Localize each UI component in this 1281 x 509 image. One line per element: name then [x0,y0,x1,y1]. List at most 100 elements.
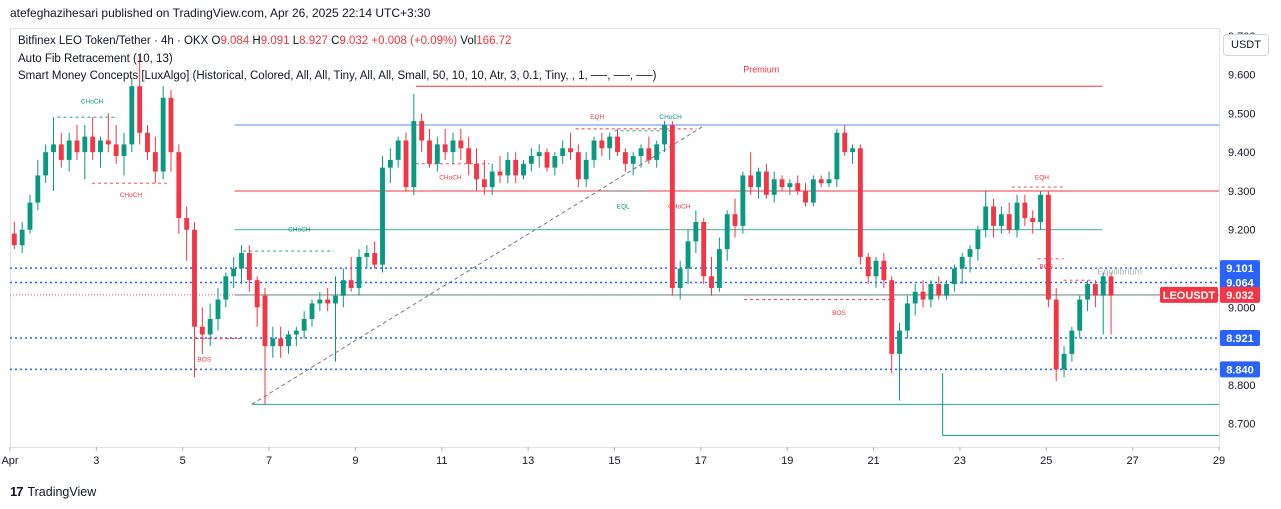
candle-body [27,202,33,230]
candle-body [748,175,754,188]
candle-body [568,148,573,153]
candle-body [223,276,229,300]
indicator-smc[interactable]: Smart Money Concepts [LuxAlgo] (Historic… [18,70,657,82]
price-tag-label: 8.921 [1226,333,1254,345]
candle-body [168,97,174,153]
price-tag-label: 9.064 [1226,278,1254,290]
currency-button[interactable]: USDT [1223,34,1269,56]
candle-body [497,171,503,176]
candle-body [575,152,581,180]
price-tag-label: 9.101 [1226,263,1254,275]
candle-body [278,338,284,347]
candle-body [599,140,605,149]
candle-body [513,159,519,176]
price-chart[interactable]: Premium Equilibrium CHoCH CHoCH BOS CHoCH CHoC… [0,0,1281,470]
fib-trend-line [251,124,706,405]
candle-body [489,171,495,188]
candle-body [192,229,197,327]
candle-body [121,144,127,157]
x-tick-label: 13 [522,455,534,467]
candle-body [615,136,620,153]
candle-body [701,221,707,277]
smc-label: BOS [197,357,211,364]
candle-body [803,190,808,203]
candle-body [795,183,801,191]
candle-body [873,260,879,277]
symbol-name[interactable]: Bitfinex LEO Token/Tether · 4h · OKX [18,35,209,47]
brand-name: TradingView [27,484,97,499]
candle-body [865,256,871,277]
candle-body [325,299,331,304]
x-tick-label: 11 [436,455,447,467]
candle-body [936,284,942,296]
candle-body [834,132,840,180]
candle-body [771,179,777,195]
symbol-legend[interactable]: Bitfinex LEO Token/Tether · 4h · OKX O9.… [18,35,511,47]
high-label: H [252,35,261,47]
candle-body [732,214,738,226]
candle-body [246,253,252,281]
candle-body [301,318,307,331]
candle-body [677,268,683,288]
candle-body [654,144,660,160]
indicator-fib[interactable]: Auto Fib Retracement (10, 13) [18,53,173,65]
candle-body [842,132,848,153]
candle-body [474,163,479,180]
y-tick-label: 8.800 [1228,380,1256,392]
smc-label: BOS [1039,264,1053,271]
candle-body [309,303,315,319]
x-tick-label: 5 [180,455,186,467]
candle-body [419,121,425,141]
open-value: 9.084 [220,35,250,47]
candle-body [145,132,150,153]
candle-body [716,249,722,288]
change-value: +0.008 (+0.09%) [371,35,458,47]
candle-body [160,97,166,172]
candle-body [152,152,158,172]
candle-body [35,175,41,203]
x-tick-label: 15 [608,455,620,467]
candle-body [1014,202,1020,230]
candle-body [442,144,448,153]
footer-brand[interactable]: 17 TradingView [10,484,96,499]
candle-body [662,124,667,145]
candle-body [82,136,88,153]
x-tick-label: 17 [695,455,707,467]
candle-body [1069,330,1075,354]
candle-body [607,136,613,149]
x-tick-label: 7 [266,455,272,467]
candle-body [176,152,182,219]
candle-body [231,268,237,277]
candle-body [348,280,354,288]
candle-body [544,152,550,168]
candle-body [137,86,143,133]
open-label: O [211,35,221,47]
candle-body [505,159,511,176]
candle-body [1022,202,1028,219]
candle-body [693,221,699,242]
candle-body [944,284,949,296]
x-tick-label: 23 [954,455,966,467]
candle-body [897,330,902,354]
candle-body [380,167,385,265]
smc-label: CHoCH [81,99,104,106]
candle-body [591,140,597,160]
candle-body [466,148,472,164]
volume-value: 166.72 [476,35,512,47]
candle-body [58,144,64,160]
candle-body [458,140,464,149]
candle-body [528,156,534,164]
smc-label: EQH [590,114,604,121]
candle-body [105,140,111,145]
candle-body [356,256,362,288]
x-tick-label: 19 [781,455,793,467]
candle-body [1108,276,1114,296]
candle-body [1085,284,1090,300]
x-tick-label: 25 [1040,455,1052,467]
candle-body [66,140,72,160]
candle-body [403,140,409,188]
candle-body [826,179,832,184]
smc-label: BOS [832,310,846,317]
candle-body [928,284,934,300]
candle-body [340,280,346,296]
